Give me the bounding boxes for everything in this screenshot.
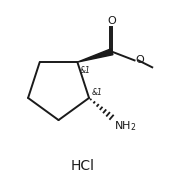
Text: HCl: HCl	[71, 159, 95, 173]
Text: O: O	[108, 16, 116, 26]
Polygon shape	[77, 49, 113, 62]
Text: &1: &1	[80, 66, 91, 75]
Text: &1: &1	[92, 87, 102, 97]
Text: O: O	[135, 55, 144, 65]
Text: NH$_2$: NH$_2$	[114, 120, 137, 133]
